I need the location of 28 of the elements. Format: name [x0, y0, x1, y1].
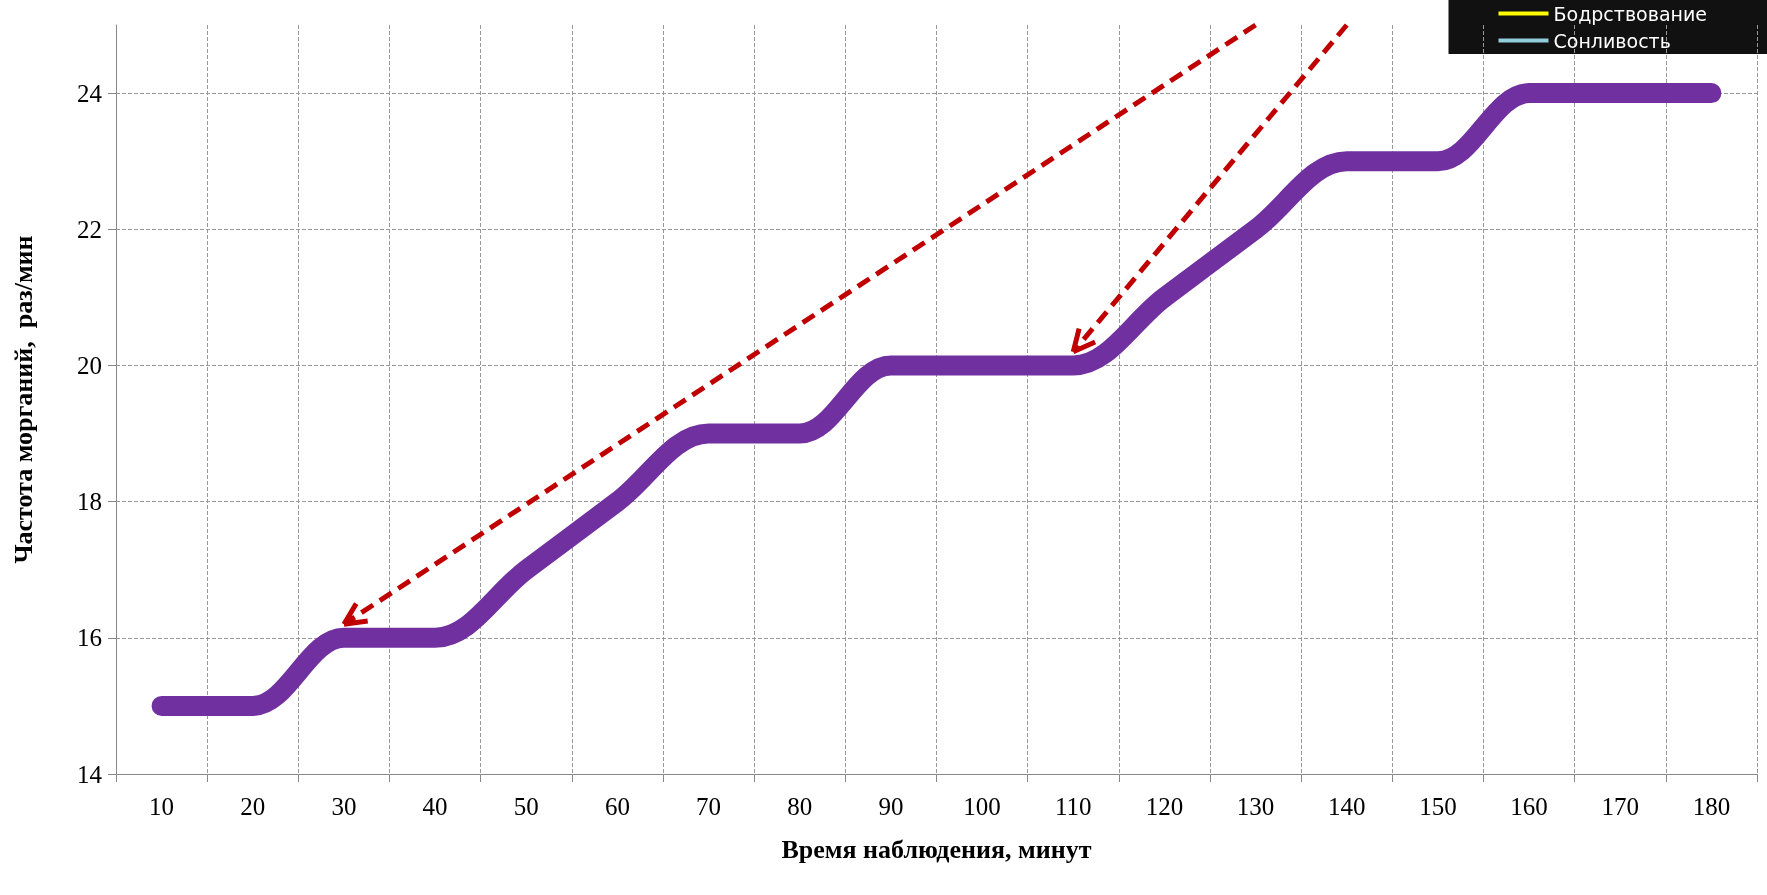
x-axis-title: Время наблюдения, минут [781, 834, 1092, 864]
x-tick-label: 150 [1419, 793, 1457, 820]
x-tick-label: 40 [422, 793, 448, 820]
y-tick-label: 14 [77, 760, 103, 788]
legend-label: Сонливость [1553, 29, 1671, 52]
y-tick-label: 22 [77, 215, 102, 243]
x-tick-label: 100 [963, 793, 1001, 820]
legend-label: Бодрствование [1553, 2, 1708, 25]
x-tick-label: 120 [1145, 793, 1184, 820]
x-tick-label: 30 [331, 793, 357, 820]
y-tick-label: 20 [77, 351, 102, 379]
x-tick-label: 80 [787, 793, 813, 820]
x-tick-label: 20 [240, 793, 266, 820]
x-tick-label: 140 [1328, 793, 1366, 820]
y-tick-label: 18 [77, 488, 102, 516]
x-tick-label: 110 [1054, 793, 1092, 820]
x-tick-label: 160 [1510, 793, 1548, 820]
x-tick-label: 180 [1692, 793, 1731, 820]
y-tick-label: 16 [77, 624, 102, 652]
y-tick-label: 24 [77, 79, 103, 107]
x-tick-label: 170 [1601, 793, 1639, 820]
x-tick-label: 70 [696, 793, 722, 820]
x-tick-label: 90 [878, 793, 904, 820]
x-tick-label: 10 [149, 793, 175, 820]
x-tick-label: 130 [1236, 793, 1275, 820]
y-axis-title: Частота морганий, раз/мин [8, 235, 38, 564]
x-tick-label: 50 [513, 793, 539, 820]
x-tick-label: 60 [604, 793, 630, 820]
